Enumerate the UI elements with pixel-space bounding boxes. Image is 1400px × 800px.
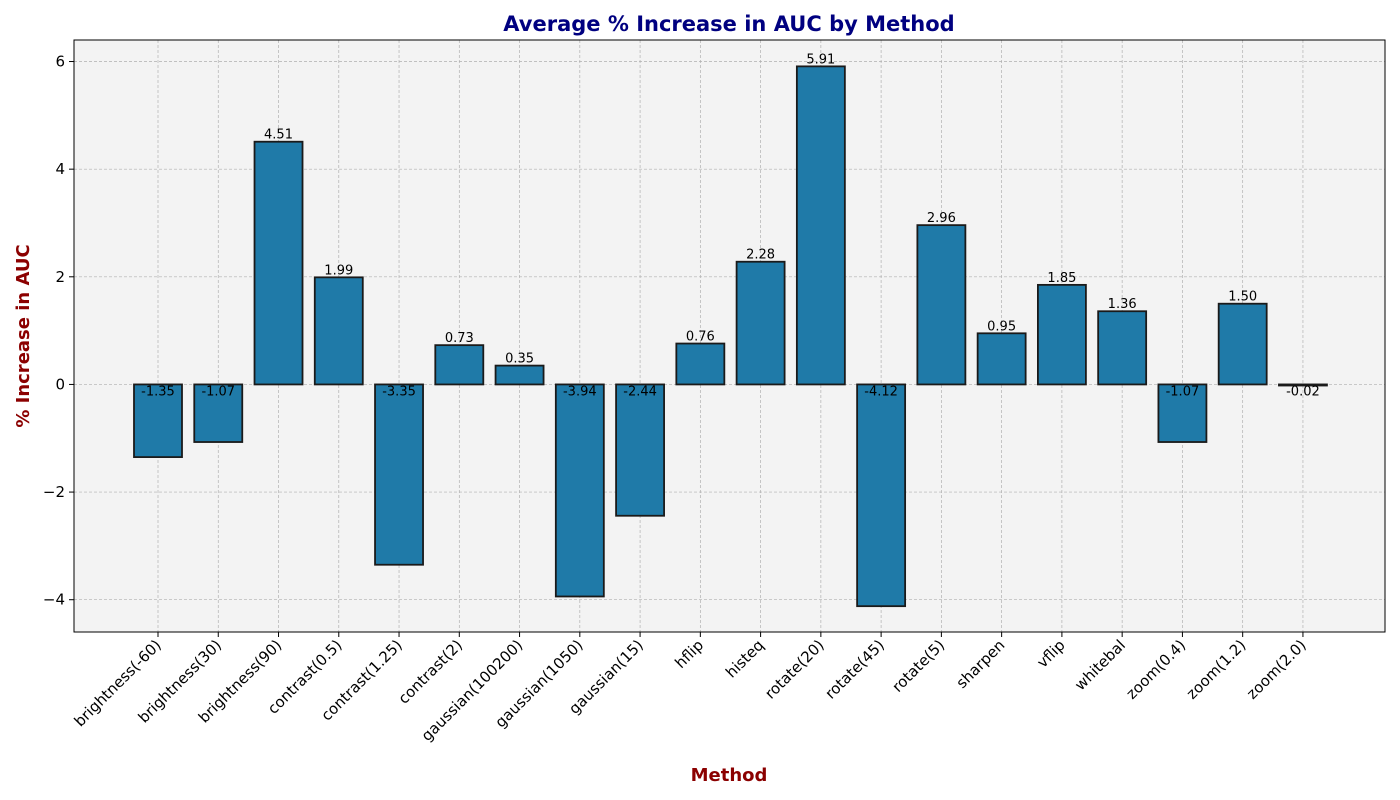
bar [1097, 310, 1148, 386]
x-tick-label: hflip [671, 636, 707, 672]
y-tick-label: −4 [43, 591, 65, 609]
bar-value-label: 0.95 [987, 319, 1016, 334]
bar [494, 364, 545, 386]
y-tick-label: −2 [43, 483, 65, 501]
bar [1278, 383, 1328, 387]
bar-value-label: -2.44 [623, 384, 657, 399]
bar-value-label: -3.94 [563, 384, 597, 399]
bar [374, 383, 424, 566]
bar-value-label: -0.02 [1286, 384, 1320, 399]
bar-value-label: 5.91 [806, 52, 835, 67]
bar [916, 224, 967, 386]
bar [1157, 383, 1208, 443]
bar [795, 65, 846, 386]
x-tick-label: histeq [722, 636, 767, 681]
bar [1037, 283, 1087, 386]
y-tick-label: 0 [55, 375, 65, 393]
bar [735, 260, 786, 386]
bar [615, 383, 665, 517]
bar-value-label: 1.85 [1047, 271, 1076, 286]
x-tick-label: gaussian(100200) [418, 636, 527, 745]
bar [193, 383, 244, 443]
bar-value-label: 0.73 [445, 331, 474, 346]
bar [675, 342, 726, 386]
bar-value-label: 4.51 [264, 128, 293, 143]
x-tick-label: rotate(5) [888, 636, 948, 696]
bar [1217, 302, 1268, 386]
x-axis-ticks: brightness(-60)brightness(30)brightness(… [71, 632, 1310, 745]
x-axis-label: Method [691, 765, 768, 786]
y-tick-label: 2 [55, 268, 65, 286]
bar-value-label: 1.99 [324, 263, 353, 278]
bar [253, 140, 304, 386]
x-tick-label: whitebal [1071, 636, 1129, 694]
bar-value-label: 1.36 [1108, 297, 1137, 312]
bars [133, 65, 1328, 608]
x-tick-label: zoom(1.2) [1183, 636, 1250, 703]
bar-value-label: -3.35 [382, 384, 416, 399]
bar-value-label: 0.35 [505, 352, 534, 367]
bar [434, 344, 485, 386]
x-tick-label: vflip [1033, 636, 1068, 671]
bar-value-label: 2.28 [746, 248, 775, 263]
x-tick-label: zoom(0.4) [1122, 636, 1189, 703]
value-labels: -1.35 -1.07 4.51 1.99 -3.35 0.73 0.35 -3.94 -2.4… [141, 52, 1320, 399]
bar-value-label: 1.50 [1228, 290, 1257, 305]
bar-value-label: -4.12 [864, 384, 898, 399]
bar-value-label: -1.35 [141, 384, 175, 399]
bar-value-label: -1.07 [1166, 384, 1200, 399]
x-tick-label: rotate(20) [761, 636, 827, 702]
x-tick-label: zoom(2.0) [1243, 636, 1310, 703]
y-axis-label: % Increase in AUC [13, 244, 34, 427]
bar [133, 383, 183, 458]
bar-value-label: 2.96 [927, 211, 956, 226]
x-tick-label: rotate(45) [821, 636, 887, 702]
y-tick-label: 6 [55, 53, 65, 71]
bar [976, 332, 1027, 386]
y-axis-ticks: −4 −2 0 2 4 6 [43, 53, 74, 609]
bar [554, 383, 605, 598]
plot-frame [73, 39, 1386, 633]
chart-title: Average % Increase in AUC by Method [503, 12, 954, 36]
x-tick-label: sharpen [953, 636, 1009, 692]
bar [856, 383, 907, 608]
bar-value-label: -1.07 [201, 384, 235, 399]
bar-value-label: 0.76 [686, 330, 715, 345]
y-tick-label: 4 [55, 160, 65, 178]
bar [313, 276, 364, 386]
